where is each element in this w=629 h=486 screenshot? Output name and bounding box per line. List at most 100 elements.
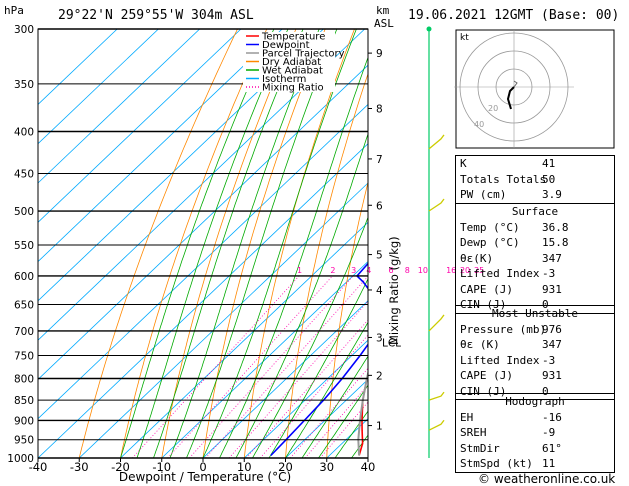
mixing-ratio-label: 2 bbox=[330, 266, 335, 275]
surface-label: Lifted Index bbox=[460, 267, 540, 280]
mixing-ratio-label: 1 bbox=[297, 266, 302, 275]
mu-label: CIN (J) bbox=[460, 384, 507, 398]
hodo-value: -9 bbox=[542, 426, 556, 439]
km-tick-label: 6 bbox=[376, 200, 383, 212]
indices-table: K 41 Totals Totals 50 PW (cm) 3.9 bbox=[455, 155, 615, 204]
mixing-ratio-label: 20 bbox=[460, 266, 470, 275]
hodograph-kt-label: kt bbox=[460, 33, 469, 43]
mixing-ratio-axis-label: Mixing Ratio (g/kg) bbox=[387, 236, 401, 345]
hodo-row: EH -16 bbox=[456, 410, 614, 426]
mixing-ratio-line bbox=[319, 401, 368, 458]
mixing-ratio-label: 3 bbox=[351, 266, 356, 275]
hodograph-ring-label: 40 bbox=[474, 120, 484, 129]
dry-adiabat-line bbox=[120, 29, 268, 458]
most-unstable-table: Most Unstable Pressure (mb) 976 θε (K) 347 L… bbox=[455, 305, 615, 400]
km-tick-label: 8 bbox=[376, 104, 383, 116]
mixing-ratio-line bbox=[167, 275, 333, 458]
index-label: K bbox=[460, 157, 467, 170]
km-tick-label: 5 bbox=[376, 250, 383, 262]
index-row: K 41 bbox=[456, 156, 614, 172]
mu-value: 347 bbox=[542, 338, 562, 351]
x-tick-label: 40 bbox=[361, 460, 376, 474]
pressure-tick-label: 950 bbox=[14, 435, 34, 447]
mu-value: -3 bbox=[542, 353, 556, 367]
hodo-value: 11 bbox=[542, 457, 556, 470]
pressure-tick-label: 300 bbox=[14, 24, 34, 36]
pressure-tick-label: 1000 bbox=[7, 453, 34, 465]
mu-row: Pressure (mb) 976 bbox=[456, 322, 614, 338]
x-tick-label: -40 bbox=[29, 460, 48, 474]
location-title: 29°22'N 259°55'W 304m ASL bbox=[58, 8, 254, 23]
mu-row: θε (K) 347 bbox=[456, 337, 614, 353]
wind-axis-top-dot bbox=[426, 26, 432, 32]
hodo-label: SREH bbox=[460, 426, 487, 439]
surface-label: CAPE (J) bbox=[460, 282, 513, 296]
wet-adiabat-line bbox=[285, 321, 368, 458]
surface-value: 36.8 bbox=[542, 220, 569, 234]
isotherm-line bbox=[38, 29, 283, 263]
wet-adiabat-line bbox=[301, 355, 368, 458]
isotherm-line bbox=[243, 339, 368, 458]
mixing-ratio-label: 8 bbox=[405, 266, 410, 275]
pressure-tick-label: 500 bbox=[14, 206, 34, 218]
km-tick-label: 1 bbox=[376, 421, 383, 433]
x-axis-label: Dewpoint / Temperature (°C) bbox=[119, 470, 291, 484]
mixing-ratio-line bbox=[228, 300, 368, 458]
index-value: 3.9 bbox=[542, 188, 562, 201]
surface-value: -3 bbox=[542, 267, 556, 280]
surface-row: Dewp (°C) 15.8 bbox=[456, 235, 614, 251]
pressure-tick-label: 350 bbox=[14, 79, 34, 91]
mu-row: CIN (J) 0 bbox=[456, 384, 614, 400]
hodograph-table: Hodograph EH -16 SREH -9 StmDir 61° StmSpd (kt… bbox=[455, 393, 615, 473]
asl-label: ASL bbox=[374, 17, 394, 30]
pressure-tick-label: 850 bbox=[14, 395, 34, 407]
isotherm-line bbox=[38, 29, 200, 184]
surface-row: Lifted Index -3 bbox=[456, 266, 614, 282]
index-value: 50 bbox=[542, 172, 556, 186]
surface-row: θε(K) 347 bbox=[456, 251, 614, 267]
mixing-ratio-line bbox=[304, 384, 368, 458]
index-label: Totals Totals bbox=[460, 172, 547, 186]
wet-adiabat-line bbox=[120, 29, 275, 458]
surface-table: Surface Temp (°C) 36.8 Dewp (°C) 15.8 θε(K) 3… bbox=[455, 203, 615, 314]
most-unstable-title: Most Unstable bbox=[491, 307, 579, 320]
mixing-ratio-label: 16 bbox=[446, 266, 456, 275]
isotherm-line bbox=[38, 29, 242, 223]
pressure-tick-label: 800 bbox=[14, 373, 34, 385]
hodograph-storm-motion bbox=[513, 80, 518, 88]
wet-adiabat-line bbox=[318, 384, 368, 458]
pressure-tick-label: 750 bbox=[14, 350, 34, 362]
pressure-tick-label: 700 bbox=[14, 326, 34, 338]
wind-barb bbox=[428, 391, 445, 401]
series-line-parcel-trajectory bbox=[357, 369, 368, 456]
lcl-label: LCL bbox=[382, 337, 401, 349]
pressure-tick-label: 600 bbox=[14, 271, 34, 283]
mu-label: θε (K) bbox=[460, 338, 500, 351]
mu-value: 931 bbox=[542, 369, 562, 382]
pressure-tick-label: 900 bbox=[14, 415, 34, 427]
surface-value: 931 bbox=[542, 282, 562, 296]
hodograph-ring-label: 20 bbox=[488, 104, 498, 113]
surface-label: θε(K) bbox=[460, 251, 494, 265]
pressure-tick-label: 400 bbox=[14, 127, 34, 139]
surface-label: Temp (°C) bbox=[460, 220, 520, 234]
x-tick-label: 0 bbox=[199, 460, 206, 474]
surface-label: CIN (J) bbox=[460, 298, 507, 311]
mixing-ratio-line bbox=[289, 367, 368, 458]
mu-row: CAPE (J) 931 bbox=[456, 368, 614, 384]
mu-label: Pressure (mb) bbox=[460, 322, 547, 336]
legend-label: Mixing Ratio bbox=[262, 83, 324, 94]
hodo-label: EH bbox=[460, 410, 474, 424]
mu-value: 0 bbox=[542, 384, 549, 398]
hodo-row: SREH -9 bbox=[456, 425, 614, 441]
isotherm-line bbox=[161, 261, 368, 458]
isotherm-line bbox=[38, 29, 159, 145]
index-value: 41 bbox=[542, 157, 556, 170]
mixing-ratio-line bbox=[132, 275, 300, 458]
series-line-dewpoint bbox=[270, 262, 368, 457]
surface-row: CAPE (J) 931 bbox=[456, 282, 614, 298]
isotherm-line bbox=[38, 29, 365, 341]
legend-label: Dry Adiabat bbox=[262, 57, 321, 68]
isotherm-line bbox=[38, 143, 368, 458]
surface-row: CIN (J) 0 bbox=[456, 297, 614, 313]
